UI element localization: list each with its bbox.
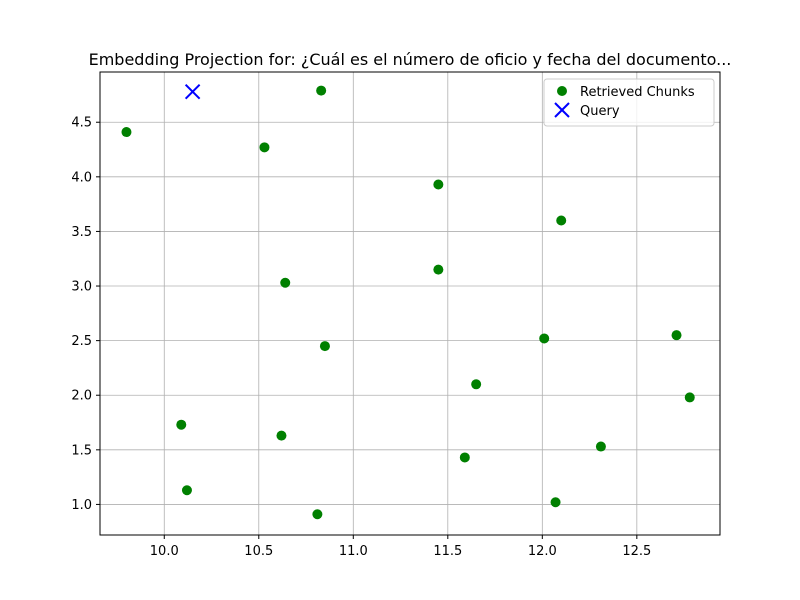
query-point [184,83,201,100]
x-tick-label: 10.5 [244,544,273,559]
plot-area: 10.0 10.5 11.0 11.5 12.0 12.5 1.0 1.5 2.0 2.5 3.0 3… [71,71,721,559]
legend-marker-x-stroke [554,102,570,118]
data-point [556,215,567,226]
x-tick-label: 11.0 [339,544,368,559]
x-tick-label: 10.0 [150,544,179,559]
data-point [316,85,327,96]
legend-label: Retrieved Chunks [580,85,695,100]
data-point [276,430,287,441]
y-tick-label: 4.5 [71,116,92,131]
query-marker-stroke [184,83,201,100]
y-tick-label: 2.5 [71,334,92,349]
x-tick-label: 12.0 [528,544,557,559]
data-point [181,485,192,496]
data-point [259,142,270,153]
data-point [433,264,444,275]
y-tick-label: 3.5 [71,225,92,240]
data-point [459,452,470,463]
data-point [280,277,291,288]
x-tick-label: 12.5 [622,544,651,559]
data-point [176,419,187,430]
data-point [671,330,682,341]
legend: Retrieved Chunks Query [543,78,715,127]
axes-frame [99,71,721,536]
data-point [433,179,444,190]
data-point [319,341,330,352]
data-point [550,497,561,508]
y-tick-label: 4.0 [71,170,92,185]
y-tick-label: 1.5 [71,443,92,458]
data-point [595,441,606,452]
legend-box [543,78,715,127]
legend-label: Query [580,104,620,119]
chart-title: Embedding Projection for: ¿Cuál es el nú… [89,50,732,69]
legend-marker-circle [557,86,567,96]
y-tick-label: 3.0 [71,280,92,295]
data-point [471,379,482,390]
data-point [684,392,695,403]
axes-background [100,72,720,535]
data-point [312,509,323,520]
data-point [539,333,550,344]
x-tick-label: 11.5 [433,544,462,559]
y-tick-label: 2.0 [71,389,92,404]
data-point [121,127,132,138]
y-tick-label: 1.0 [71,498,92,513]
